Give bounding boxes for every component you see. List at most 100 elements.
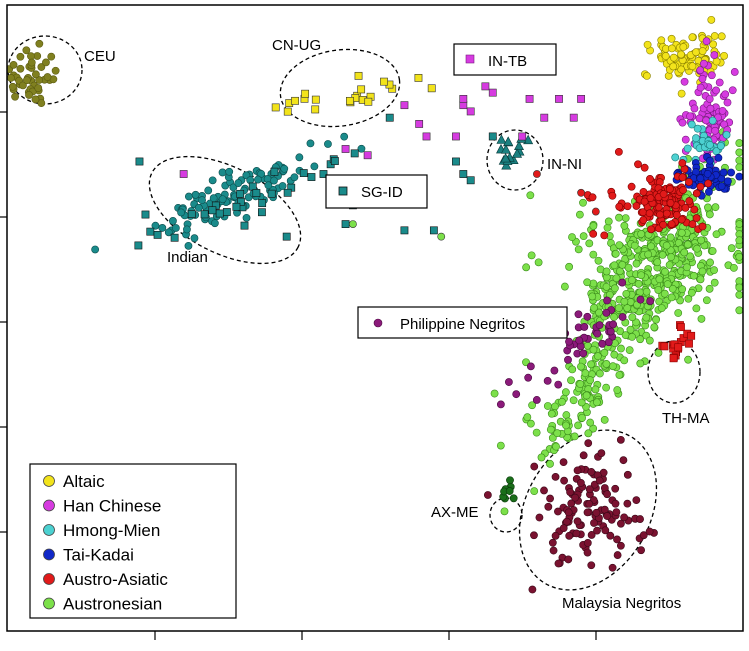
point-malaysia-negritos	[616, 541, 625, 550]
point-scattered	[179, 170, 188, 178]
point-austronesian-upper	[686, 252, 694, 261]
point-malaysia-negritos	[617, 519, 625, 528]
point-altaic	[720, 51, 728, 60]
point-austronesian-main	[645, 336, 654, 345]
point-indian-sq	[248, 182, 257, 191]
point-malaysia-negritos	[601, 526, 610, 535]
point-austro-asiatic-scattered	[623, 202, 632, 211]
point-scattered	[488, 88, 497, 97]
point-austronesian-lower	[547, 409, 556, 418]
point-austronesian-main	[561, 388, 570, 397]
point-indian	[270, 176, 278, 185]
point-tai-kadai	[705, 187, 713, 196]
point-austro-asiatic-main	[627, 182, 636, 191]
point-malaysia-negritos	[572, 529, 581, 538]
point-altaic	[688, 33, 697, 42]
point-austronesian-lower	[548, 433, 557, 442]
point-malaysia-negritos	[613, 551, 622, 559]
point-malaysia-negritos	[590, 519, 598, 527]
point-malaysia-negritos	[560, 476, 568, 485]
point-malaysia-negritos	[593, 526, 601, 535]
point-han-chinese	[707, 71, 716, 80]
point-indian	[184, 241, 193, 250]
legend-marker	[43, 573, 55, 585]
point-hmong-mien	[716, 142, 725, 150]
point-ax-me	[505, 487, 514, 495]
point-scattered	[349, 220, 357, 228]
point-austronesian-upper	[615, 241, 624, 249]
point-malaysia-negritos	[612, 508, 621, 517]
point-malaysia-negritos	[623, 499, 632, 508]
point-austronesian-upper	[594, 256, 603, 265]
point-austronesian-upper	[735, 283, 743, 292]
point-th-ma	[677, 323, 685, 332]
point-scattered	[341, 220, 350, 228]
point-austronesian-lower	[613, 386, 622, 394]
point-austronesian-upper	[698, 267, 707, 276]
point-austronesian-lower	[596, 369, 604, 378]
point-tai-kadai	[705, 156, 714, 165]
point-indian-sq	[200, 210, 209, 219]
annotation-philippine-negritos: Philippine Negritos	[400, 316, 525, 333]
point-austronesian-upper	[702, 296, 711, 305]
data-points	[7, 15, 743, 594]
point-austronesian-lower	[558, 397, 566, 406]
point-austronesian-upper	[683, 263, 691, 272]
point-altaic	[710, 32, 719, 40]
point-austro-asiatic-scattered	[662, 209, 671, 218]
annotation-philippine-marker	[373, 318, 383, 328]
legend-marker	[43, 475, 55, 487]
point-scattered	[569, 113, 578, 122]
point-austronesian-upper	[674, 309, 683, 317]
point-indian	[254, 175, 262, 184]
point-austronesian-upper	[667, 253, 676, 261]
point-austro-asiatic-main	[678, 173, 687, 182]
point-austronesian-main	[543, 402, 552, 410]
point-malaysia-negritos	[613, 535, 621, 544]
point-austronesian-main	[589, 345, 598, 354]
point-in-ni	[496, 134, 507, 144]
point-austro-asiatic-main	[692, 189, 701, 198]
point-austro-asiatic-main	[696, 182, 705, 191]
point-malaysia-negritos	[585, 499, 594, 508]
annotation-malaysia-negritos: Malaysia Negritos	[562, 595, 681, 612]
point-philippine-negritos	[604, 338, 613, 347]
point-austronesian-upper	[620, 221, 629, 230]
point-malaysia-negritos	[637, 546, 645, 555]
point-austronesian-main	[617, 344, 625, 353]
point-ceu	[22, 76, 31, 85]
point-malaysia-negritos	[587, 561, 596, 570]
point-austro-asiatic-main	[656, 210, 664, 219]
point-han-chinese	[723, 98, 732, 107]
point-han-chinese	[699, 59, 708, 68]
point-ceu	[43, 73, 52, 81]
point-malaysia-negritos	[587, 468, 596, 476]
point-malaysia-negritos	[562, 517, 571, 526]
point-th-ma	[660, 342, 669, 351]
point-ceu	[37, 99, 46, 108]
point-malaysia-negritos	[623, 470, 632, 479]
point-malaysia-negritos	[559, 458, 568, 467]
point-indian-sq	[134, 241, 143, 250]
point-austronesian-upper	[628, 313, 637, 322]
point-austronesian-upper	[644, 250, 653, 259]
point-altaic	[707, 15, 716, 24]
point-austronesian-main	[705, 210, 714, 219]
point-scattered	[429, 226, 438, 235]
point-austronesian-upper	[678, 285, 687, 294]
point-austronesian-upper	[574, 245, 583, 254]
point-austronesian-main	[735, 139, 743, 147]
point-indian	[290, 173, 299, 182]
point-han-chinese	[686, 112, 695, 121]
point-tai-kadai	[723, 177, 732, 186]
point-indian-sq	[252, 189, 261, 197]
point-ceu	[31, 70, 40, 79]
legend-label: Tai-Kadai	[63, 546, 134, 565]
point-austronesian-upper	[621, 214, 630, 222]
point-austronesian-upper	[622, 289, 631, 298]
point-austronesian-upper	[735, 236, 743, 245]
point-austro-asiatic-main	[681, 203, 690, 212]
point-austronesian-main	[628, 332, 636, 341]
point-malaysia-negritos	[636, 515, 644, 523]
